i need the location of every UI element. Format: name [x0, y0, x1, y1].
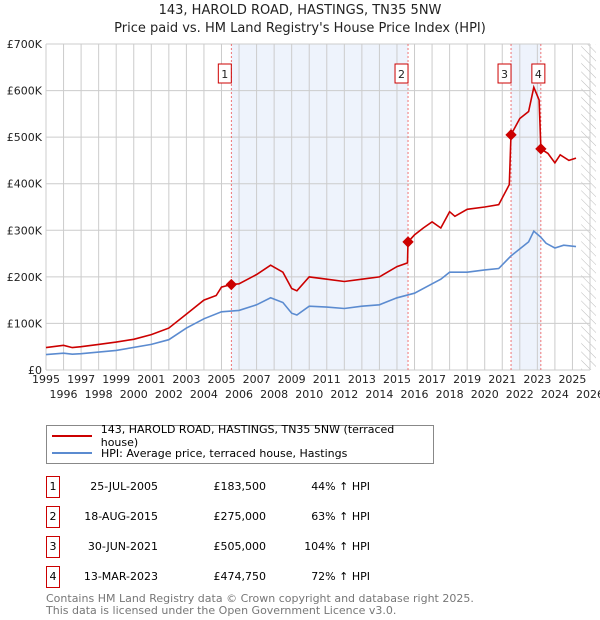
x-tick-label: 2021	[488, 373, 516, 386]
sale-price: £505,000	[213, 540, 267, 553]
sale-point-marker	[225, 278, 237, 291]
sale-label-box	[497, 63, 512, 84]
x-tick-label: 2004	[190, 388, 218, 401]
legend-swatch-blue	[52, 452, 92, 454]
x-tick-label: 2007	[243, 373, 271, 386]
legend-item-property: 143, HAROLD ROAD, HASTINGS, TN35 5NW (te…	[52, 423, 433, 449]
sale-price: £275,000	[213, 510, 267, 523]
sale-point-marker	[535, 143, 547, 155]
legend-label: 143, HAROLD ROAD, HASTINGS, TN35 5NW (te…	[100, 423, 395, 449]
sale-marker-badge: 1	[46, 476, 60, 498]
y-tick-label: £100K	[7, 317, 43, 330]
shaded-period	[511, 44, 541, 370]
sale-date: 18-AUG-2015	[84, 510, 158, 523]
sale-point-marker	[402, 236, 414, 248]
x-tick-label: 1999	[102, 373, 130, 386]
sale-marker-badge: 2	[46, 506, 60, 528]
legend: 143, HAROLD ROAD, HASTINGS, TN35 5NW (te…	[46, 423, 434, 464]
sale-hpi-diff: 63% ↑ HPI	[311, 510, 370, 523]
x-tick-label: 2020	[471, 388, 499, 401]
sale-label-box	[217, 63, 232, 84]
x-tick-label: 2010	[295, 388, 323, 401]
x-tick-label: 2009	[278, 373, 306, 386]
sale-label-number: 1	[221, 68, 228, 81]
x-tick-label: 2000	[120, 388, 148, 401]
sale-label-number: 2	[398, 68, 405, 81]
x-tick-label: 2015	[383, 373, 411, 386]
footer-copyright: Contains HM Land Registry data © Crown c…	[46, 592, 474, 605]
x-tick-label: 2024	[541, 388, 569, 401]
legend-item-hpi: HPI: Average price, terraced house, Hast…	[52, 445, 347, 461]
x-tick-label: 2013	[348, 373, 376, 386]
y-tick-label: £300K	[7, 224, 43, 237]
sale-label-number: 3	[501, 68, 508, 81]
forecast-hatch	[581, 44, 596, 370]
sale-point-marker	[505, 129, 517, 141]
sale-label-box	[531, 63, 546, 84]
chart-subtitle: Price paid vs. HM Land Registry's House …	[114, 21, 486, 36]
x-tick-label: 2025	[558, 373, 586, 386]
sale-date: 30-JUN-2021	[87, 540, 158, 553]
x-tick-label: 2017	[418, 373, 446, 386]
y-tick-label: £500K	[7, 131, 43, 144]
y-tick-label: £0	[28, 364, 42, 377]
x-tick-label: 2022	[506, 388, 534, 401]
x-tick-label: 2012	[330, 388, 358, 401]
sale-date: 25-JUL-2005	[90, 480, 158, 493]
sale-hpi-diff: 44% ↑ HPI	[311, 480, 370, 493]
sale-price: £474,750	[213, 570, 267, 583]
price-chart: 1995 1996 1997 1998 1999 2000 2001 2002 2003 2004…	[7, 38, 600, 401]
x-tick-label: 1998	[85, 388, 113, 401]
sale-hpi-diff: 104% ↑ HPI	[304, 540, 370, 553]
property-price-line	[45, 84, 577, 349]
sale-label-number: 4	[535, 68, 542, 81]
x-tick-label: 2023	[523, 373, 551, 386]
x-tick-label: 2014	[365, 388, 393, 401]
table-row: 3 30-JUN-2021 £505,000 104% ↑ HPI	[46, 536, 376, 558]
x-tick-label: 1996	[50, 388, 78, 401]
table-row: 1 25-JUL-2005 £183,500 44% ↑ HPI	[46, 476, 376, 498]
x-tick-label: 2018	[436, 388, 464, 401]
x-tick-label: 1997	[67, 373, 95, 386]
x-tick-label: 2001	[137, 373, 165, 386]
sale-marker-badge: 4	[46, 566, 60, 588]
y-tick-label: £600K	[7, 85, 43, 98]
x-tick-label: 2011	[313, 373, 341, 386]
x-tick-label: 2002	[155, 388, 183, 401]
chart-title: 143, HAROLD ROAD, HASTINGS, TN35 5NW	[158, 3, 442, 18]
sale-date: 13-MAR-2023	[83, 570, 158, 583]
sale-label-box	[394, 63, 409, 84]
y-tick-label: £200K	[7, 271, 43, 284]
sale-hpi-diff: 72% ↑ HPI	[311, 570, 370, 583]
y-tick-label: £700K	[7, 38, 43, 51]
table-row: 2 18-AUG-2015 £275,000 63% ↑ HPI	[46, 506, 376, 528]
x-tick-label: 2005	[207, 373, 235, 386]
x-tick-label: 2026	[576, 388, 600, 401]
table-row: 4 13-MAR-2023 £474,750 72% ↑ HPI	[46, 566, 376, 588]
x-tick-label: 2008	[260, 388, 288, 401]
hpi-line	[45, 229, 577, 356]
sale-marker-badge: 3	[46, 536, 60, 558]
sale-price: £183,500	[213, 480, 267, 493]
x-tick-label: 2003	[172, 373, 200, 386]
x-tick-label: 1995	[32, 373, 60, 386]
shaded-period	[231, 44, 409, 370]
x-tick-label: 2006	[225, 388, 253, 401]
x-tick-label: 2019	[453, 373, 481, 386]
x-tick-label: 2016	[401, 388, 429, 401]
legend-label: HPI: Average price, terraced house, Hast…	[101, 446, 348, 460]
y-tick-label: £400K	[7, 178, 43, 191]
footer-licence: This data is licensed under the Open Gov…	[46, 604, 397, 617]
legend-swatch-red	[52, 435, 92, 437]
